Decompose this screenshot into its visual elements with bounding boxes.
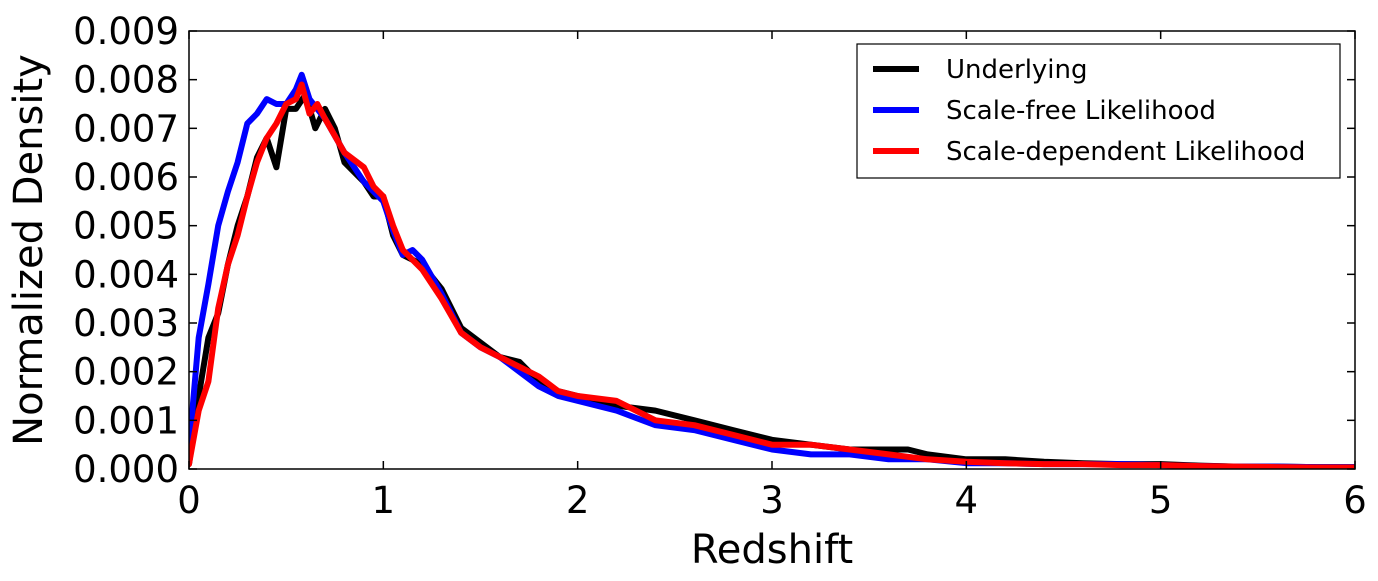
- y-tick-label: 0.005: [73, 205, 179, 248]
- x-tick-label: 5: [1149, 479, 1173, 522]
- x-tick-label: 4: [955, 479, 979, 522]
- y-tick-label: 0.004: [73, 253, 179, 296]
- y-axis-title: Normalized Density: [6, 54, 52, 446]
- series-line-2: [189, 81, 1355, 469]
- legend-label-0: Underlying: [946, 55, 1088, 85]
- x-axis-title: Redshift: [691, 527, 853, 573]
- y-tick-label: 0.001: [73, 399, 179, 442]
- series-line-0: [189, 91, 1355, 469]
- x-tick-label: 6: [1343, 479, 1367, 522]
- series-layer: [189, 71, 1355, 469]
- y-tick-label: 0.007: [73, 107, 179, 150]
- legend-label-2: Scale-dependent Likelihood: [946, 137, 1305, 167]
- x-tick-label: 3: [760, 479, 784, 522]
- y-tick-label: 0.006: [73, 156, 179, 199]
- legend-box: [856, 43, 1341, 179]
- y-tick-label: 0.000: [73, 448, 179, 491]
- x-tick-label: 1: [372, 479, 396, 522]
- axes-layer: 0 1 2 3 4 5 6 0.000 0.001 0.002 0.003 0.004 0.005 0.0…: [73, 10, 1367, 522]
- x-tick-label: 2: [566, 479, 590, 522]
- y-tick-label: 0.003: [73, 302, 179, 345]
- y-tick-label: 0.009: [73, 10, 179, 53]
- y-tick-label: 0.008: [73, 59, 179, 102]
- y-tick-label: 0.002: [73, 351, 179, 394]
- legend-label-1: Scale-free Likelihood: [946, 96, 1216, 126]
- x-tick-label: 0: [177, 479, 201, 522]
- legend: Underlying Scale-free Likelihood Scale-dep…: [856, 43, 1341, 179]
